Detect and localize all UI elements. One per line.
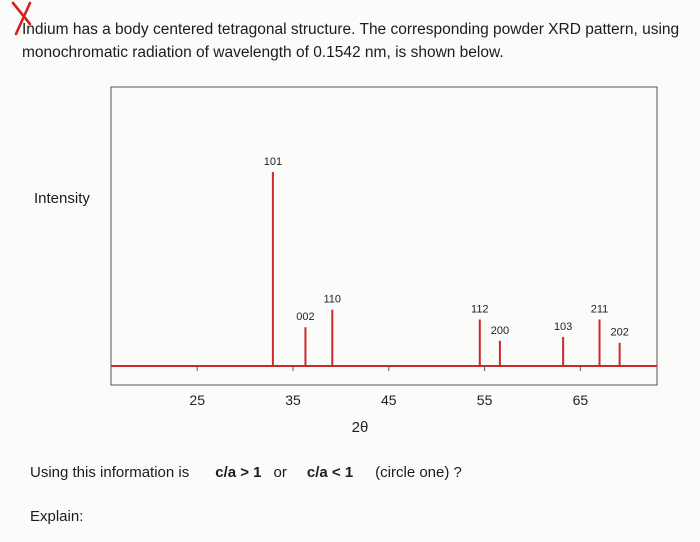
- prompt-lead: Using this information is: [30, 464, 190, 481]
- question-prompt: Using this information is c/a > 1 or c/a…: [30, 464, 462, 481]
- option-b[interactable]: c/a < 1: [306, 464, 354, 481]
- peak-label-211: 211: [591, 303, 609, 315]
- question-text: Indium has a body centered tetragonal st…: [22, 21, 680, 61]
- plot-frame: [110, 86, 658, 386]
- peak-label-101: 101: [264, 156, 282, 168]
- x-tick-label: 25: [189, 392, 205, 408]
- red-x-mark: [11, 1, 32, 36]
- peak-label-112: 112: [471, 303, 489, 315]
- y-axis-label: Intensity: [34, 190, 90, 207]
- peak-label-200: 200: [491, 325, 509, 337]
- explain-label: Explain:: [30, 508, 84, 525]
- peak-label-103: 103: [554, 321, 572, 333]
- peak-label-110: 110: [324, 294, 342, 306]
- peak-label-002: 002: [296, 311, 314, 323]
- x-tick-label: 45: [381, 392, 397, 408]
- x-tick-label: 55: [477, 392, 493, 408]
- x-tick-label: 65: [573, 392, 589, 408]
- x-tick-label: 35: [285, 392, 301, 408]
- prompt-circle-one: (circle one) ?: [375, 464, 462, 481]
- x-axis-label: 2θ: [352, 419, 369, 436]
- option-a[interactable]: c/a > 1: [215, 464, 262, 481]
- peak-label-202: 202: [610, 327, 628, 339]
- prompt-or: or: [273, 464, 287, 481]
